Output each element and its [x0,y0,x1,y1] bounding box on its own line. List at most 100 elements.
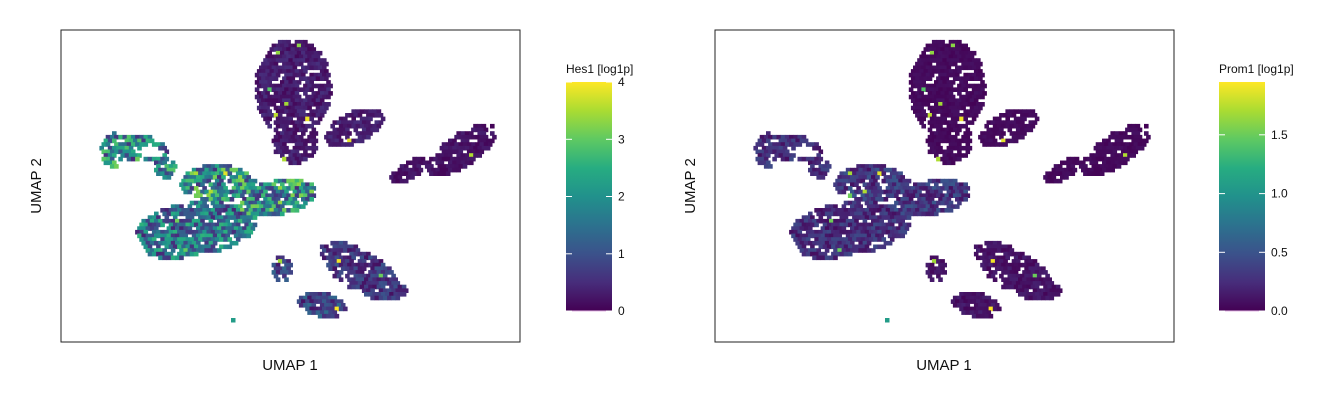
hexbin-cell [955,50,960,56]
hexbin-cell [1032,113,1038,118]
hexbin-cell [227,178,233,184]
hexbin-cell [317,116,323,122]
hexbin-cell [267,123,272,129]
hexbin-cell [200,211,205,217]
hexbin-cell [296,189,302,195]
hexbin-cell [338,306,344,312]
hexbin-cell [376,109,382,114]
hexbin-cell [361,288,367,293]
hexbin-cell [149,240,155,246]
hexbin-cell [137,233,142,239]
hexbin-cell [378,273,384,279]
hexbin-cell [948,120,954,125]
hexbin-cell [1066,156,1071,162]
hexbin-cell [233,233,239,239]
hexbin-cell [952,98,958,103]
hexbin-cell [301,65,306,71]
hexbin-cell [938,270,943,275]
hexbin-cell [330,131,335,136]
hexbin-cell [841,204,847,209]
hexbin-cell [151,156,157,162]
hexbin-cell [896,197,901,202]
hexbin-cell [860,229,866,235]
hexbin-cell [950,58,956,63]
hexbin-cell [269,186,275,191]
hexbin-cell [252,222,258,228]
hexbin-cell [349,259,354,264]
hexbin-cell [854,226,859,231]
hexbin-cell [1089,153,1094,158]
hexbin-cell [952,186,958,191]
hexbin-cell [856,237,861,242]
hexbin-cell [971,50,977,56]
hexbin-cell [940,259,945,264]
hexbin-cell [940,83,945,89]
hexbin-cell [950,123,956,129]
hexbin-cell [1131,153,1136,158]
hexbin-cell [435,167,440,173]
hexbin-cell [787,138,792,144]
hexbin-cell [219,200,224,206]
colorbar-tick-label: 2 [618,190,625,204]
hexbin-cell [202,208,207,213]
hexbin-cell [282,127,287,133]
hexbin-cell [296,87,302,92]
hexbin-cell [1129,142,1134,147]
hexbin-cell [214,171,220,176]
hexbin-cell [267,182,272,187]
hexbin-cell [441,164,447,169]
hexbin-cell [282,273,287,279]
hexbin-cell [862,226,868,231]
hexbin-cell [364,109,369,114]
hexbin-cell [238,189,243,195]
hexbin-cell [338,277,344,282]
hexbin-cell [217,226,222,231]
hexbin-cell [347,270,352,275]
hexbin-cell [963,197,968,202]
hexbin-cell [997,116,1002,122]
hexbin-cell [269,47,275,52]
hexbin-cell [868,193,874,198]
hexbin-cell [992,277,998,282]
hexbin-cell [1106,138,1111,144]
hexbin-cell [1055,292,1061,297]
hexbin-cell [366,288,371,293]
hexbin-cell [917,80,922,85]
hexbin-cell [829,211,834,217]
hexbin-cell [761,160,767,166]
hexbin-cell [271,189,277,195]
hexbin-cell [372,277,377,282]
hexbin-cell [143,142,149,147]
hexbin-cell [395,281,401,286]
hexbin-cell [326,255,331,261]
hexbin-cell [313,299,319,304]
hexbin-cell [191,248,197,253]
hexbin-cell [826,164,832,169]
hexbin-cell [898,215,903,220]
hexbin-cell [200,248,205,253]
hexbin-cell [978,310,983,315]
hexbin-cell [280,189,285,195]
hexbin-cell [1005,262,1010,268]
hexbin-cell [986,303,992,308]
hexbin-cell [967,306,973,312]
hexbin-cell [1018,131,1023,136]
hexbin-cell [280,80,285,85]
hexbin-cell [112,145,117,151]
hexbin-cell [992,262,998,268]
hexbin-cell [963,109,968,114]
hexbin-cell [280,138,285,144]
hexbin-cell [479,134,485,140]
hexbin-cell [273,273,279,279]
hexbin-cell [927,120,933,125]
hexbin-cell [965,303,971,308]
hexbin-cell [925,189,931,195]
hexbin-cell [887,204,893,209]
hexbin-cell [162,160,167,166]
hexbin-cell [913,211,918,217]
hexbin-cell [913,72,918,78]
hexbin-cell [894,171,899,176]
hexbin-cell [475,142,480,147]
hexbin-cell [464,145,470,151]
hexbin-cell [168,208,174,213]
